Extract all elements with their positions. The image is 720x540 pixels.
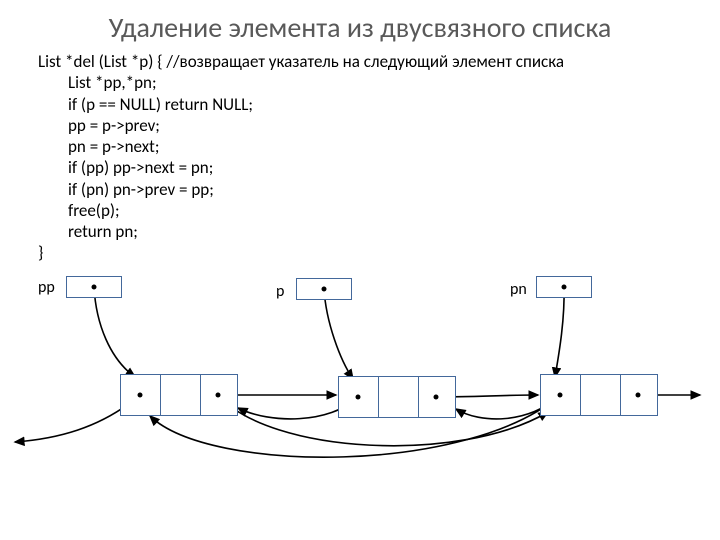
arrow-pn-to-n3: [555, 287, 564, 377]
node-sep: [378, 377, 379, 417]
node-sep: [620, 375, 621, 415]
node-next-dot-n1: [216, 392, 221, 397]
linked-list-diagram: ppppn: [0, 264, 720, 484]
node-next-dot-n3: [636, 392, 641, 397]
code-block: List *del (List *p) { //возвращает указа…: [38, 51, 720, 264]
pointer-label-p: p: [276, 282, 284, 301]
pointer-dot-pn: [562, 284, 567, 289]
code-line: List *pp,*pn;: [38, 72, 720, 93]
code-closing-brace: }: [38, 242, 720, 263]
pointer-label-pp: pp: [38, 278, 55, 297]
node-next-dot-n2: [434, 394, 439, 399]
node-prev-dot-n1: [138, 392, 143, 397]
node-sep: [200, 375, 201, 415]
node-sep: [418, 377, 419, 417]
code-line: if (p == NULL) return NULL;: [38, 94, 720, 115]
code-line: List *del (List *p) { //возвращает указа…: [38, 51, 720, 72]
node-sep: [580, 375, 581, 415]
title-text: Удаление элемента из двусвязного списка: [109, 10, 612, 45]
pointer-label-pn: pn: [510, 280, 527, 299]
code-line: return pn;: [38, 221, 720, 242]
arrow-p-to-n2: [324, 289, 353, 379]
node-prev-dot-n2: [356, 394, 361, 399]
arrow-pp-to-n1: [94, 287, 135, 377]
code-line: pn = p->next;: [38, 136, 720, 157]
pointer-dot-pp: [92, 284, 97, 289]
code-line: free(p);: [38, 200, 720, 221]
node-prev-dot-n3: [558, 392, 563, 397]
pointer-dot-p: [322, 286, 327, 291]
page-title: Удаление элемента из двусвязного списка: [0, 10, 720, 45]
code-line: if (pp) pp->next = pn;: [38, 157, 720, 178]
code-line: pp = p->prev;: [38, 115, 720, 136]
node-sep: [160, 375, 161, 415]
code-line: if (pn) pn->prev = pp;: [38, 179, 720, 200]
